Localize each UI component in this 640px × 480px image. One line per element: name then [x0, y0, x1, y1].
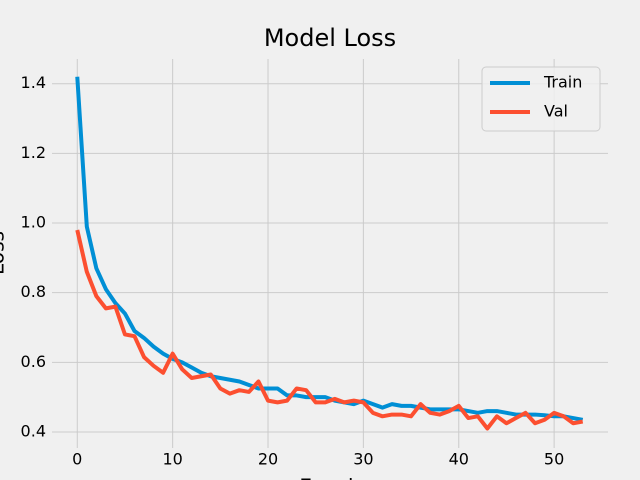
legend-label: Val	[544, 102, 568, 121]
x-axis-label: Epoch	[299, 475, 360, 480]
x-tick-label: 20	[258, 450, 278, 469]
y-tick-label: 0.6	[21, 352, 46, 371]
y-tick-label: 1.0	[21, 213, 46, 232]
x-tick-label: 30	[353, 450, 373, 469]
x-tick-label: 0	[72, 450, 82, 469]
y-tick-label: 0.8	[21, 282, 46, 301]
x-tick-label: 10	[162, 450, 182, 469]
y-axis-label: Loss	[0, 231, 9, 275]
x-tick-label: 50	[544, 450, 564, 469]
legend-label: Train	[543, 73, 582, 92]
y-tick-label: 1.2	[21, 143, 46, 162]
y-tick-label: 0.4	[21, 421, 46, 440]
chart-title: Model Loss	[264, 24, 396, 52]
y-tick-label: 1.4	[21, 73, 46, 92]
line	[75, 229, 584, 431]
x-tick-label: 40	[449, 450, 469, 469]
